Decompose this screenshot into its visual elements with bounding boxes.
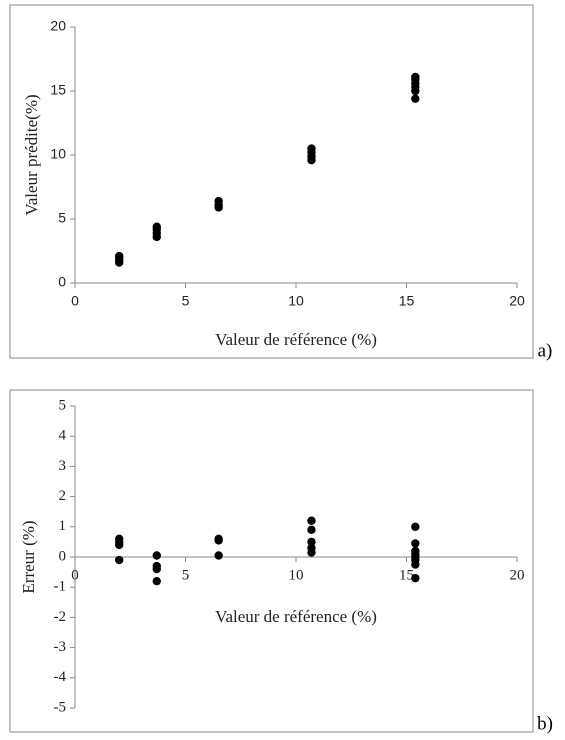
x-tick-label: 20	[509, 293, 525, 309]
y-axis-label: Valeur prédite(%)	[22, 94, 41, 215]
panel-label: b)	[537, 713, 553, 734]
y-tick-label: -3	[54, 639, 67, 655]
x-tick-label: 0	[71, 293, 79, 309]
chart-frame	[9, 389, 534, 733]
chart-frame	[9, 4, 534, 359]
y-tick-label: -2	[54, 609, 67, 625]
x-axis-label: Valeur de référence (%)	[215, 607, 377, 626]
point	[411, 539, 420, 548]
x-tick-label: 15	[399, 293, 415, 309]
point	[214, 551, 223, 560]
x-tick-label: 20	[510, 567, 525, 583]
point	[307, 525, 316, 535]
point	[115, 555, 124, 565]
x-tick-label: 15	[399, 567, 414, 583]
y-tick-label: 5	[59, 397, 67, 413]
point	[411, 94, 420, 103]
point	[411, 573, 420, 583]
y-tick-label: -1	[54, 579, 67, 595]
point	[115, 251, 124, 261]
x-axis-label: Valeur de référence (%)	[215, 330, 377, 349]
y-tick-label: 4	[59, 428, 67, 444]
point	[307, 537, 316, 547]
y-tick-label: 2	[59, 488, 67, 504]
point	[152, 576, 161, 586]
y-axis-label: Erreur (%)	[19, 520, 38, 593]
y-tick-label: 1	[59, 518, 67, 534]
y-tick-label: 5	[58, 210, 66, 226]
point	[214, 536, 223, 545]
y-tick-label: 3	[59, 458, 67, 474]
point	[411, 560, 420, 569]
y-tick-label: -5	[54, 699, 67, 715]
x-tick-label: 10	[288, 293, 304, 309]
panel-label: a)	[538, 340, 553, 361]
x-tick-label: 0	[71, 567, 79, 583]
point	[115, 540, 124, 550]
x-tick-label: 5	[182, 293, 190, 309]
y-tick-label: 15	[50, 82, 66, 98]
point	[307, 548, 316, 557]
y-tick-label: 0	[59, 548, 67, 564]
point	[411, 522, 420, 531]
point	[307, 516, 316, 525]
x-tick-label: 10	[289, 567, 304, 583]
point	[214, 196, 223, 206]
y-tick-label: -4	[54, 669, 67, 685]
point	[152, 564, 161, 574]
y-tick-label: 0	[58, 274, 66, 290]
point	[152, 222, 161, 231]
y-tick-label: 20	[50, 18, 66, 34]
point	[307, 144, 316, 153]
x-tick-label: 5	[182, 567, 190, 583]
point	[152, 551, 161, 560]
point	[411, 72, 420, 82]
y-tick-label: 10	[50, 146, 66, 162]
